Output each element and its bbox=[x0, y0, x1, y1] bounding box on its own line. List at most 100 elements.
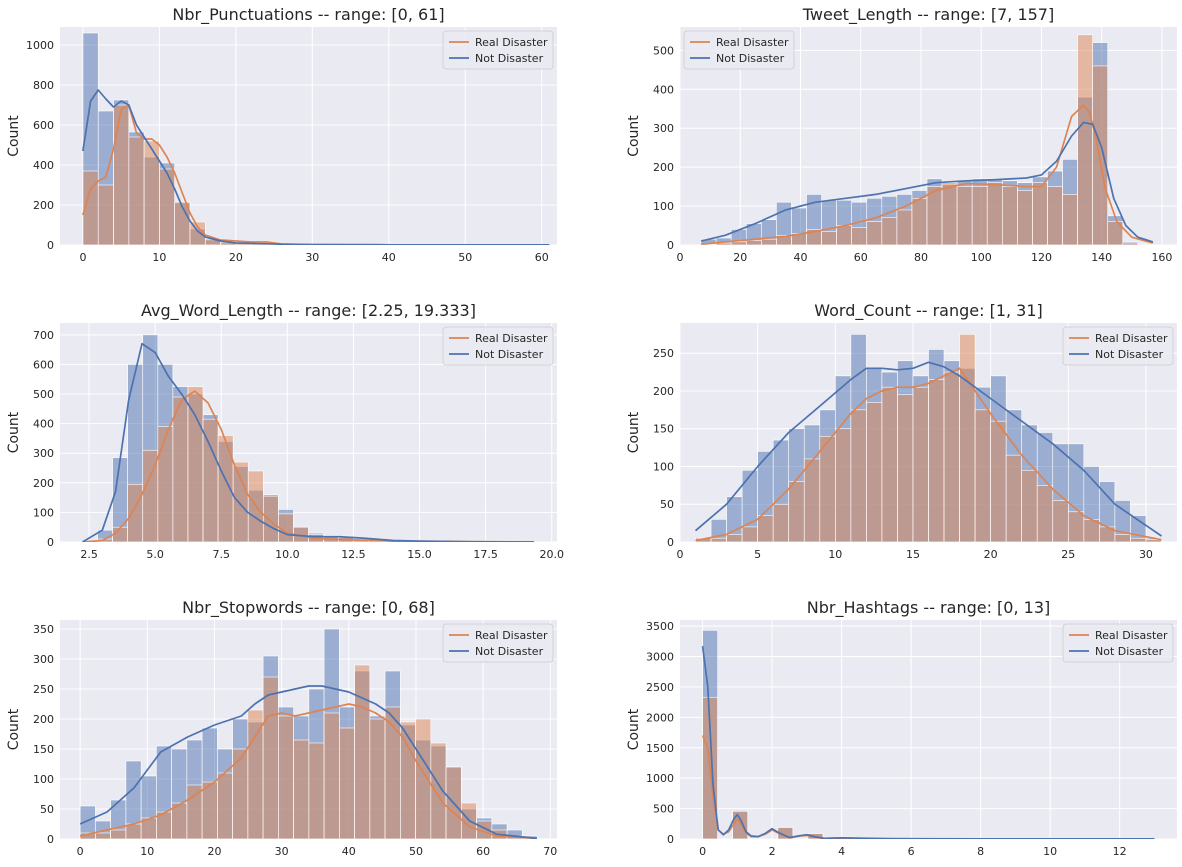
legend-entry: Not Disaster bbox=[716, 52, 785, 65]
x-tick-label: 12.5 bbox=[341, 548, 366, 561]
bar-real-disaster bbox=[110, 829, 127, 839]
data-layer bbox=[700, 34, 1154, 245]
bar-real-disaster bbox=[943, 371, 960, 542]
legend-entry: Not Disaster bbox=[475, 52, 544, 65]
legend-box bbox=[442, 623, 554, 663]
bar-real-disaster bbox=[745, 240, 762, 245]
legend-entry: Real Disaster bbox=[1095, 332, 1168, 345]
legend-box bbox=[683, 30, 795, 70]
kde-line-not-disaster bbox=[82, 342, 535, 542]
chart-panel-2: 0 20 40 60 80 100 120 140 160 0 100 200 300 400 500 Twe… bbox=[626, 5, 1177, 264]
bar-real-disaster bbox=[189, 221, 206, 245]
kde-line-not-disaster bbox=[701, 646, 1155, 839]
x-tick-label: 50 bbox=[409, 845, 423, 858]
y-axis-label: Count bbox=[6, 708, 22, 750]
y-tick-label: 500 bbox=[33, 388, 54, 401]
y-tick-label: 0 bbox=[47, 536, 54, 549]
x-tick-label: 10.0 bbox=[275, 548, 300, 561]
bar-real-disaster bbox=[1130, 537, 1147, 542]
bar-real-disaster bbox=[741, 526, 758, 542]
x-tick-label: 2 bbox=[769, 845, 776, 858]
bar-real-disaster bbox=[730, 241, 747, 245]
bar-real-disaster bbox=[1032, 182, 1048, 245]
bar-real-disaster bbox=[732, 811, 749, 839]
y-tick-label: 1000 bbox=[26, 39, 54, 52]
bar-real-disaster bbox=[1114, 534, 1131, 542]
kde-line-real-disaster bbox=[82, 390, 535, 542]
bar-real-disaster bbox=[247, 709, 264, 839]
x-tick-label: 10 bbox=[828, 548, 842, 561]
y-axis-label: Count bbox=[6, 411, 22, 453]
y-tick-label: 200 bbox=[653, 385, 674, 398]
bar-real-disaster bbox=[113, 104, 130, 245]
x-tick-label: 5 bbox=[754, 548, 761, 561]
legend-entry: Real Disaster bbox=[475, 36, 548, 49]
data-layer bbox=[701, 630, 1155, 839]
y-tick-label: 500 bbox=[653, 803, 674, 816]
x-tick-label: 70 bbox=[543, 845, 557, 858]
bar-real-disaster bbox=[835, 428, 852, 542]
bar-real-disaster bbox=[866, 221, 883, 245]
chart-title: Word_Count -- range: [1, 31] bbox=[814, 301, 1043, 321]
bar-real-disaster bbox=[1005, 454, 1022, 542]
bar-real-disaster bbox=[172, 396, 189, 542]
bar-real-disaster bbox=[1092, 65, 1109, 245]
legend-entry: Not Disaster bbox=[475, 348, 544, 361]
legend: Real Disaster Not Disaster bbox=[683, 30, 795, 70]
bar-real-disaster bbox=[1062, 194, 1078, 245]
y-tick-label: 200 bbox=[33, 199, 54, 212]
legend-box bbox=[1062, 326, 1174, 366]
kde-line-real-disaster bbox=[695, 367, 1162, 542]
data-layer bbox=[694, 334, 1162, 542]
y-tick-label: 250 bbox=[653, 347, 674, 360]
bar-real-disaster bbox=[1137, 243, 1154, 245]
y-tick-label: 400 bbox=[653, 83, 674, 96]
legend-entry: Not Disaster bbox=[1095, 645, 1164, 658]
bar-real-disaster bbox=[819, 435, 836, 542]
x-tick-label: 60 bbox=[854, 251, 868, 264]
y-tick-label: 600 bbox=[33, 358, 54, 371]
bar-real-disaster bbox=[159, 168, 175, 245]
y-tick-label: 1500 bbox=[646, 742, 674, 755]
y-tick-label: 2000 bbox=[646, 711, 674, 724]
legend-box bbox=[442, 30, 554, 70]
kde-line-not-disaster bbox=[82, 89, 550, 245]
bar-real-disaster bbox=[772, 503, 790, 542]
y-tick-label: 150 bbox=[653, 423, 674, 436]
bar-real-disaster bbox=[354, 664, 371, 839]
legend-entry: Real Disaster bbox=[716, 36, 789, 49]
y-tick-label: 3000 bbox=[646, 651, 674, 664]
bar-real-disaster bbox=[710, 537, 727, 542]
y-tick-label: 200 bbox=[33, 477, 54, 490]
bar-real-disaster bbox=[323, 712, 340, 839]
y-axis-label: Count bbox=[626, 708, 642, 750]
x-tick-label: 5.0 bbox=[146, 548, 164, 561]
chart-panel-3: 2.5 5.0 7.5 10.0 12.5 15.0 17.5 20.0 0 100 200 300 4… bbox=[6, 301, 564, 561]
x-tick-label: 0 bbox=[77, 845, 84, 858]
bar-real-disaster bbox=[912, 386, 929, 542]
bar-real-disaster bbox=[201, 781, 218, 839]
bar-real-disaster bbox=[974, 409, 991, 542]
x-tick-label: 30 bbox=[275, 845, 289, 858]
chart-panel-1: 0 10 20 30 40 50 6002004006008001000Nbr_Punctu… bbox=[6, 5, 557, 264]
bar-real-disaster bbox=[157, 426, 174, 542]
x-tick-label: 12 bbox=[1113, 845, 1127, 858]
chart-panel-6: 0 2 4 6 8 10 12 0 500 1000 1500 2000 2500 3000 3500 Nbr… bbox=[626, 598, 1177, 858]
bar-real-disaster bbox=[911, 197, 928, 245]
bar-real-disaster bbox=[278, 715, 294, 839]
x-tick-label: 140 bbox=[1091, 251, 1112, 264]
legend: Real Disaster Not Disaster bbox=[1062, 623, 1174, 663]
bar-real-disaster bbox=[308, 742, 325, 839]
y-tick-label: 300 bbox=[653, 122, 674, 135]
kde-line-not-disaster bbox=[79, 685, 537, 839]
kde-line-real-disaster bbox=[701, 104, 1154, 245]
data-layer bbox=[82, 32, 550, 245]
y-tick-label: 400 bbox=[33, 418, 54, 431]
chart-title: Nbr_Stopwords -- range: [0, 68] bbox=[182, 598, 435, 618]
y-tick-label: 100 bbox=[33, 506, 54, 519]
bar-real-disaster bbox=[293, 739, 310, 839]
y-tick-label: 300 bbox=[33, 653, 54, 666]
x-tick-label: 10 bbox=[140, 845, 154, 858]
bar-real-disaster bbox=[956, 186, 973, 245]
